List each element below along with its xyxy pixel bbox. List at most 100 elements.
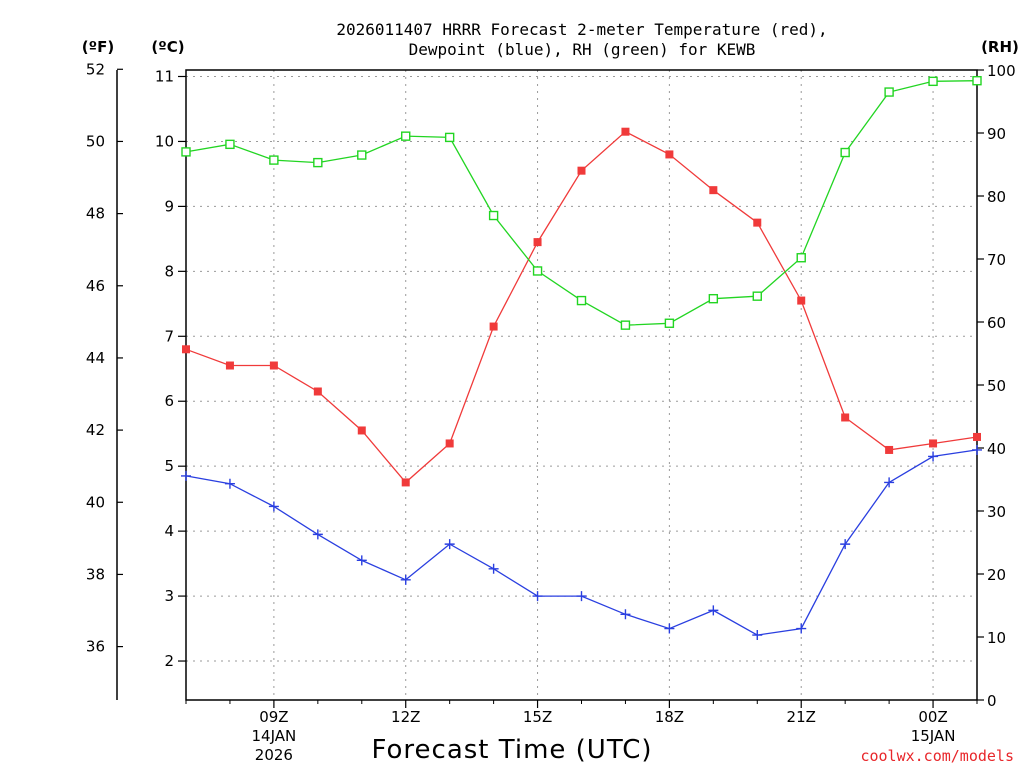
axes: 36 38 40 42 44 46 48 50 52 2 3 4 5 6 7 8 9 10 11 0 10 20 30 40 5… (86, 60, 1016, 764)
plot-frame (185, 69, 978, 701)
rh-point (181, 147, 191, 157)
dewpoint-point (532, 591, 543, 602)
grid-lines (186, 70, 977, 700)
rh-tick-label: 60 (987, 314, 1006, 332)
rh-point (401, 131, 411, 141)
rh-point (357, 150, 367, 160)
x-tick-label: 18Z (655, 708, 684, 726)
dewpoint-point (576, 591, 587, 602)
fahrenheit-tick-label: 36 (86, 638, 105, 656)
rh-tick-label: 40 (987, 440, 1006, 458)
fahrenheit-tick-label: 44 (86, 349, 105, 367)
rh-point (840, 147, 850, 158)
temperature-point (973, 432, 981, 441)
dewpoint-point (620, 609, 631, 620)
x-tick-label: 21Z (787, 708, 816, 726)
rh-point (796, 253, 806, 263)
dewpoint-point (840, 539, 851, 550)
fahrenheit-tick-label: 52 (86, 60, 105, 78)
rh-line (185, 80, 978, 326)
temperature-point (621, 127, 630, 136)
celsius-tick-label: 10 (155, 132, 174, 150)
rh-point (532, 266, 543, 276)
rh-tick-label: 80 (987, 188, 1006, 206)
rh-tick-label: 70 (987, 251, 1006, 269)
temperature-point (533, 238, 542, 247)
temperature-line (185, 130, 978, 484)
temperature-point (269, 361, 278, 370)
celsius-tick-label: 2 (164, 652, 174, 670)
dewpoint-point (312, 529, 323, 540)
rh-point (972, 76, 982, 86)
dewpoint-point (664, 623, 675, 634)
rh-point (664, 318, 675, 328)
rh-point (620, 320, 631, 330)
celsius-tick-label: 3 (164, 587, 174, 605)
temperature-point (797, 296, 806, 305)
celsius-tick-label: 11 (155, 67, 174, 85)
celsius-tick-label: 9 (164, 197, 174, 215)
dewpoint-point (796, 623, 807, 634)
rh-point (225, 139, 235, 150)
fahrenheit-tick-label: 38 (86, 565, 105, 583)
dewpoint-point (400, 574, 411, 585)
temperature-point (182, 345, 190, 354)
fahrenheit-tick-label: 40 (86, 493, 105, 511)
credit-text: coolwx.com/models (860, 747, 1014, 765)
temperature-point (357, 426, 366, 435)
celsius-tick-label: 8 (164, 262, 174, 280)
temperature-point (753, 218, 762, 227)
x-axis-title: Forecast Time (UTC) (371, 735, 652, 765)
celsius-tick-label: 4 (164, 522, 174, 540)
dewpoint-point (181, 470, 191, 481)
temperature-point (665, 150, 674, 159)
celsius-tick-label: 6 (164, 392, 174, 410)
rh-tick-label: 100 (987, 62, 1016, 80)
rh-tick-label: 10 (987, 629, 1006, 647)
rh-point (576, 295, 587, 306)
rh-point (928, 76, 938, 87)
temperature-point (313, 387, 322, 396)
chart-title-line-1: 2026011407 HRRR Forecast 2-meter Tempera… (336, 20, 827, 39)
data-series (181, 76, 982, 641)
celsius-unit-label: (ºC) (151, 38, 184, 56)
rh-tick-label: 20 (987, 566, 1006, 584)
fahrenheit-unit-label: (ºF) (82, 38, 114, 56)
rh-point (708, 293, 719, 304)
temperature-point (445, 439, 454, 448)
x-tick-label: 15Z (523, 708, 552, 726)
rh-point (488, 210, 499, 221)
temperature-point (841, 413, 850, 422)
fahrenheit-tick-label: 50 (86, 132, 105, 150)
dewpoint-point (356, 555, 367, 566)
rh-tick-label: 50 (987, 377, 1006, 395)
dewpoint-point (488, 563, 499, 574)
dewpoint-point (268, 501, 279, 512)
dewpoint-point (752, 630, 763, 641)
temperature-point (885, 445, 894, 454)
temperature-point (577, 166, 586, 175)
chart-title-line-2: Dewpoint (blue), RH (green) for KEWB (409, 40, 756, 59)
fahrenheit-tick-label: 48 (86, 205, 105, 223)
dewpoint-point (884, 477, 895, 488)
dewpoint-point (972, 444, 982, 455)
celsius-tick-label: 5 (164, 457, 174, 475)
fahrenheit-tick-label: 42 (86, 421, 105, 439)
rh-point (269, 155, 279, 165)
rh-point (313, 157, 323, 168)
x-date-label: 14JAN (252, 727, 297, 745)
x-tick-label: 00Z (918, 708, 947, 726)
dewpoint-point (224, 478, 235, 489)
rh-tick-label: 30 (987, 503, 1006, 521)
dewpoint-point (444, 539, 455, 550)
rh-tick-label: 0 (987, 692, 997, 710)
rh-point (884, 87, 894, 97)
temperature-point (489, 322, 498, 331)
x-tick-label: 12Z (391, 708, 420, 726)
fahrenheit-tick-label: 46 (86, 277, 105, 295)
dewpoint-point (708, 605, 719, 616)
rh-tick-label: 90 (987, 125, 1006, 143)
temperature-point (709, 186, 718, 195)
temperature-point (929, 439, 938, 448)
